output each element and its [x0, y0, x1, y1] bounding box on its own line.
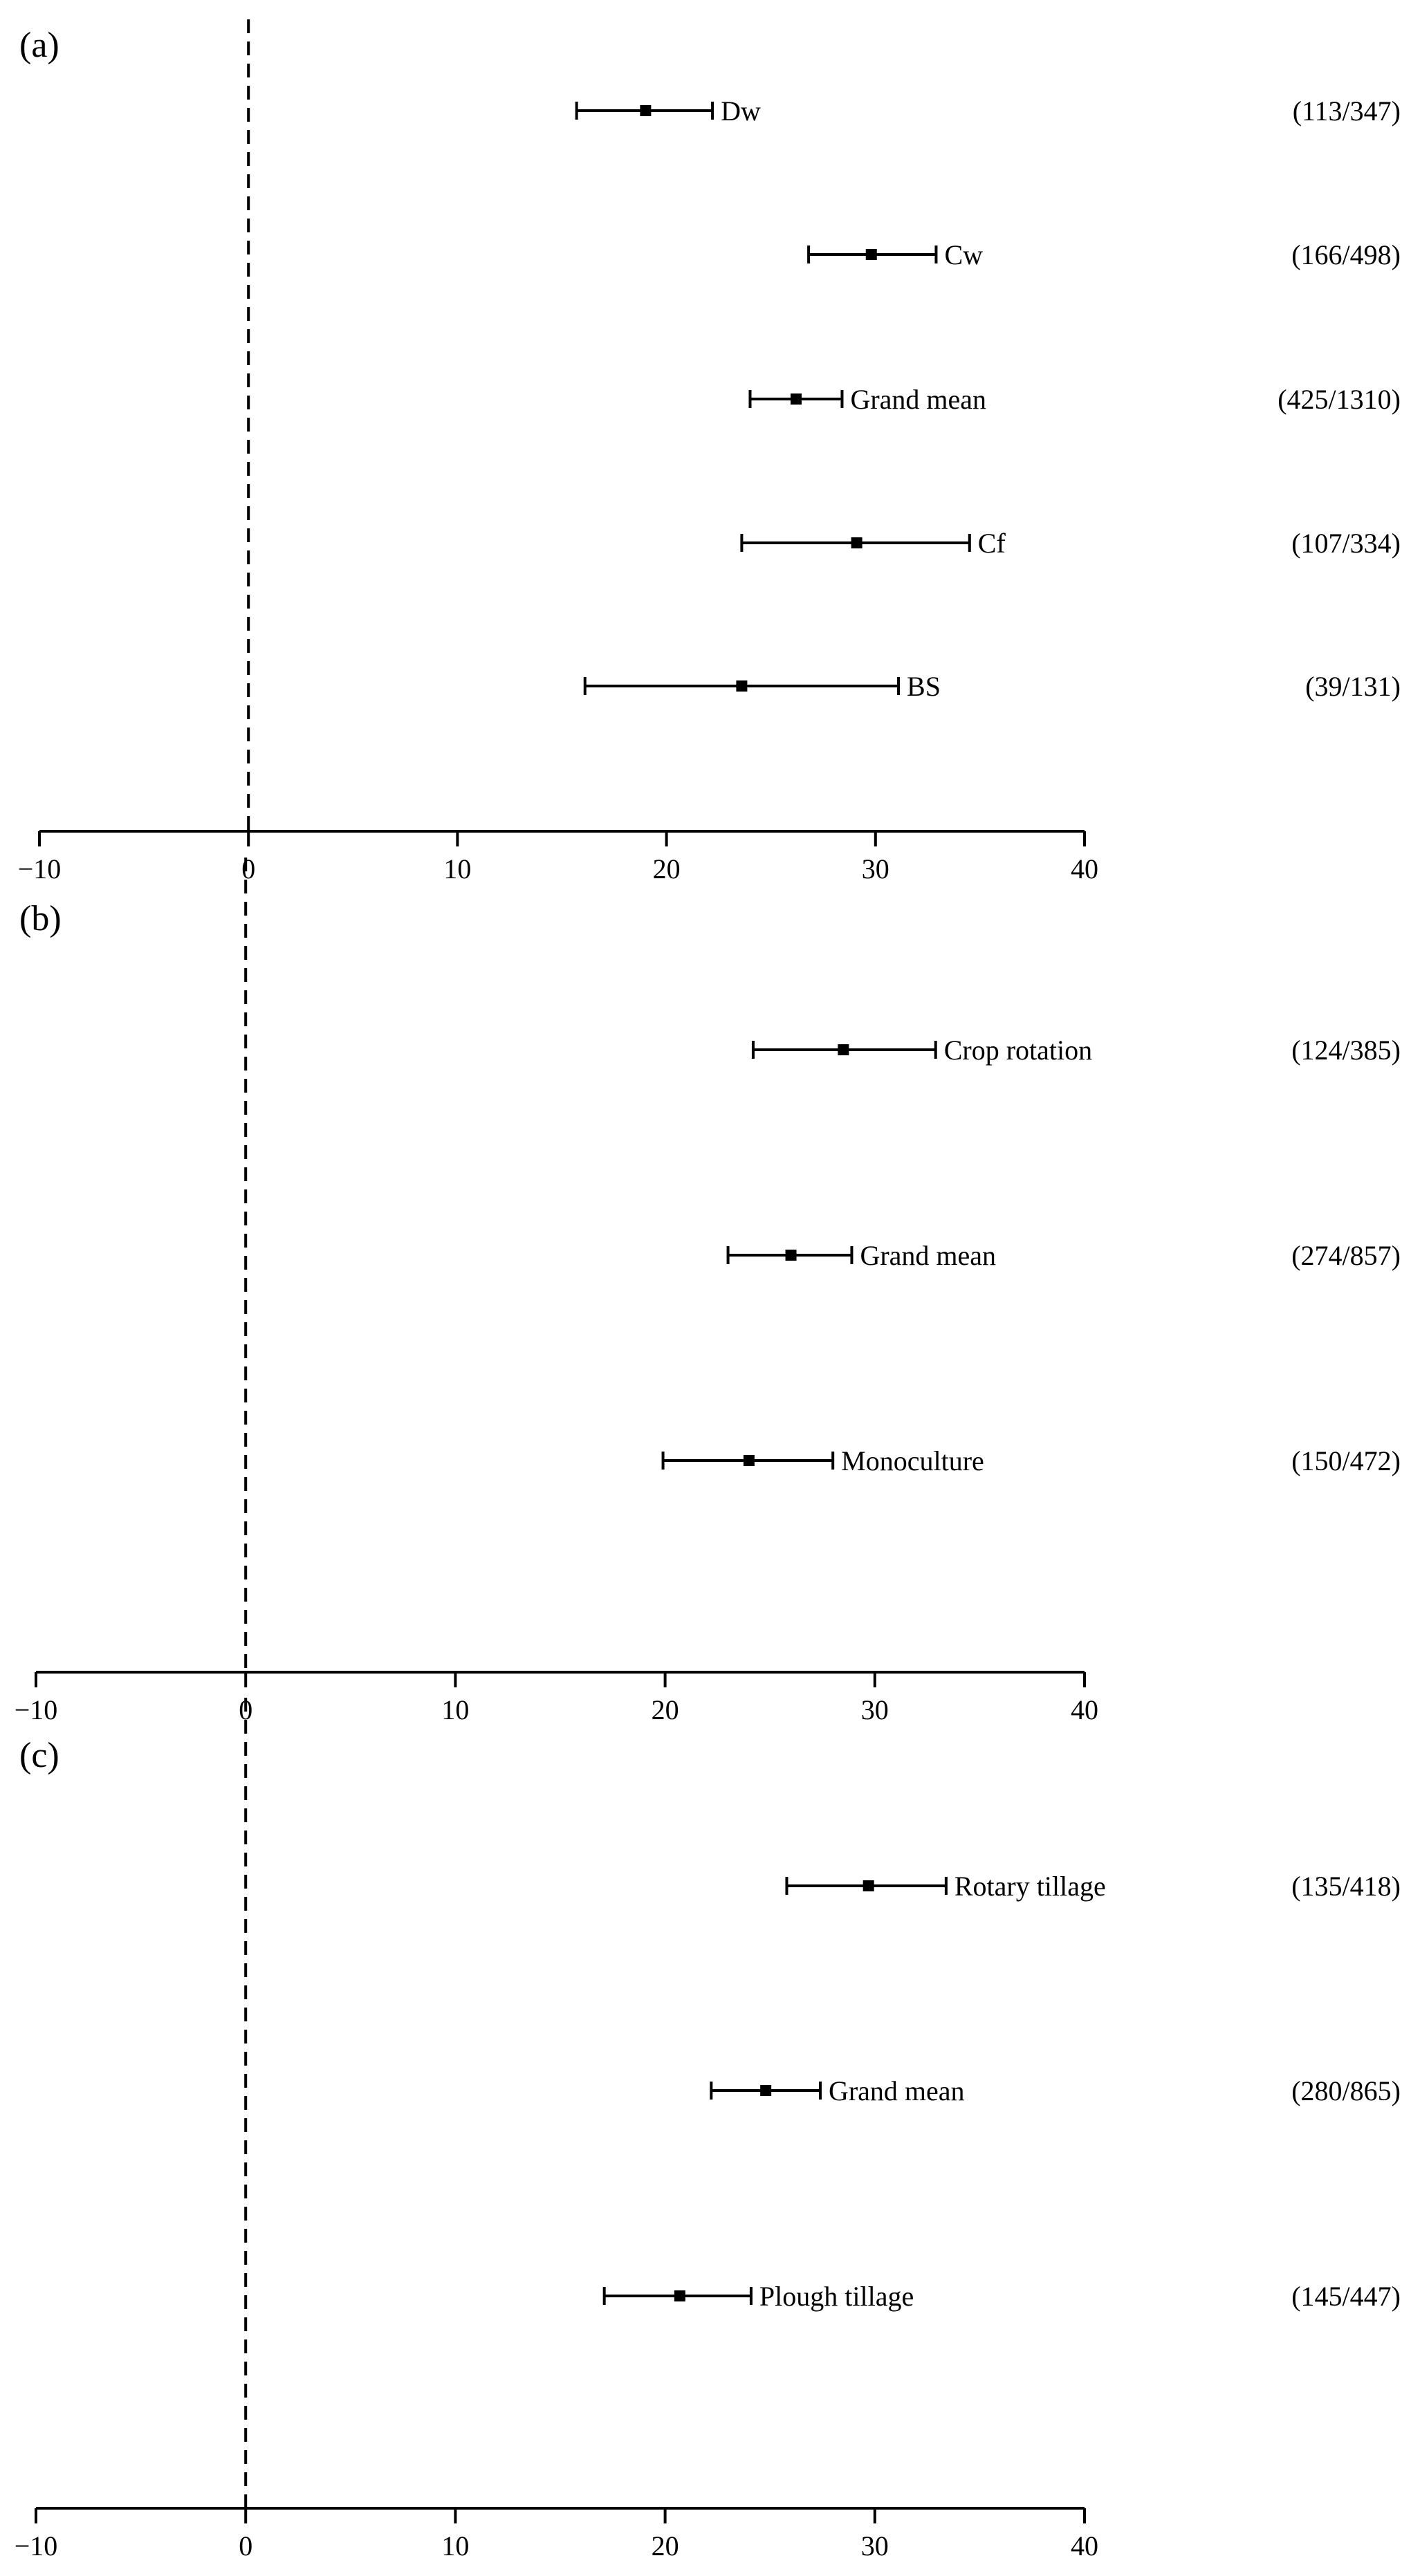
row-label: Cf	[978, 528, 1006, 559]
row-count: (150/472)	[1291, 1445, 1401, 1476]
x-tick-label: 10	[441, 2530, 469, 2561]
mean-point	[790, 393, 802, 405]
panel-label: (c)	[19, 1736, 59, 1775]
mean-point	[785, 1250, 797, 1261]
x-tick-label: 40	[1071, 1694, 1098, 1725]
row-label: BS	[907, 671, 941, 702]
x-tick-label: −10	[18, 853, 62, 884]
x-tick-label: 10	[443, 853, 471, 884]
row-label: Plough tillage	[759, 2281, 914, 2312]
row-label: Dw	[721, 95, 761, 127]
row-count: (274/857)	[1291, 1240, 1401, 1271]
x-tick-label: 40	[1071, 853, 1098, 884]
row-label: Grand mean	[860, 1240, 996, 1271]
row-label: Cw	[944, 239, 983, 270]
row-label: Rotary tillage	[954, 1871, 1106, 1902]
x-tick-label: 0	[241, 853, 255, 884]
x-tick-label: 20	[652, 1694, 679, 1725]
row-count: (166/498)	[1291, 239, 1401, 270]
row-label: Grand mean	[850, 384, 986, 415]
mean-point	[640, 105, 652, 116]
mean-point	[865, 249, 877, 260]
x-tick-label: 20	[652, 2530, 679, 2561]
row-count: (135/418)	[1291, 1871, 1401, 1902]
mean-point	[674, 2290, 685, 2301]
panel-label: (a)	[19, 26, 59, 65]
mean-point	[838, 1044, 849, 1055]
row-count: (39/131)	[1305, 671, 1401, 702]
row-count: (107/334)	[1291, 528, 1401, 559]
row-label: Crop rotation	[944, 1035, 1092, 1066]
row-count: (145/447)	[1291, 2281, 1401, 2312]
x-tick-label: −10	[15, 1694, 58, 1725]
mean-point	[743, 1455, 755, 1466]
row-label: Grand mean	[829, 2075, 965, 2106]
x-tick-label: 30	[862, 853, 889, 884]
x-tick-label: −10	[15, 2530, 58, 2561]
x-tick-label: 20	[653, 853, 681, 884]
mean-point	[760, 2085, 772, 2096]
row-count: (124/385)	[1291, 1035, 1401, 1066]
row-count: (280/865)	[1291, 2075, 1401, 2106]
panel-label: (b)	[19, 899, 62, 938]
mean-point	[863, 1880, 874, 1891]
mean-point	[851, 537, 863, 548]
x-tick-label: 40	[1071, 2530, 1098, 2561]
mean-point	[736, 680, 748, 692]
row-count: (113/347)	[1293, 95, 1401, 127]
x-tick-label: 30	[861, 1694, 889, 1725]
x-tick-label: 0	[239, 2530, 252, 2561]
x-tick-label: 10	[441, 1694, 469, 1725]
row-label: Monoculture	[841, 1445, 984, 1476]
row-count: (425/1310)	[1278, 384, 1401, 415]
x-tick-label: 30	[861, 2530, 889, 2561]
